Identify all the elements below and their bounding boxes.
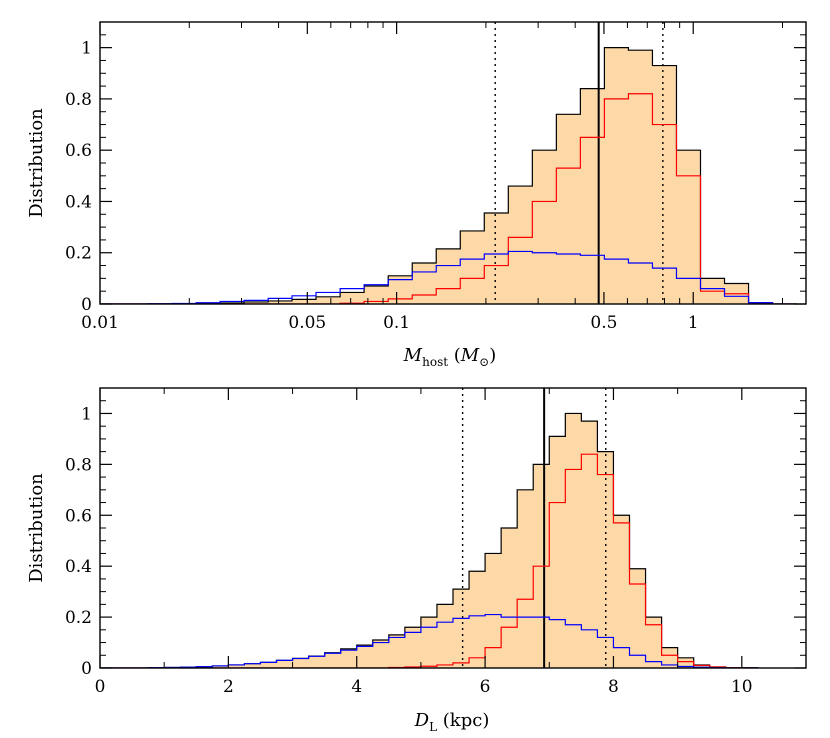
y-tick-label: 0.8	[65, 455, 92, 475]
x-tick-label: 1	[688, 313, 699, 333]
histogram-step-red	[100, 93, 797, 304]
y-tick-label: 0.6	[65, 141, 92, 161]
top-y-axis-title: Distribution	[26, 108, 47, 218]
histogram-step-blue	[100, 613, 758, 668]
x-tick-label: 4	[351, 677, 362, 697]
x-tick-label: 0.05	[288, 313, 326, 333]
histogram-step-blue	[100, 250, 797, 304]
bottom-y-axis-title: Distribution	[26, 473, 47, 583]
x-tick-label: 0.5	[590, 313, 617, 333]
x-tick-label: 0.01	[81, 313, 119, 333]
histogram-step-red	[100, 453, 758, 668]
bottom-panel-dl: 0 2 4 6 8 10 0 0.2 0.4 0.6 0.8 1 Distribution DL (k…	[26, 387, 807, 734]
histogram-series-group	[100, 22, 797, 304]
y-tick-label: 1	[81, 404, 92, 424]
bottom-plot-area: 0 2 4 6 8 10 0 0.2 0.4 0.6 0.8 1	[65, 387, 807, 697]
y-tick-label: 0.2	[65, 608, 92, 628]
y-tick-label: 1	[81, 39, 92, 59]
bottom-x-axis-title: DL (kpc)	[414, 710, 490, 734]
y-tick-label: 0.4	[65, 557, 92, 577]
y-tick-label: 0	[81, 295, 92, 315]
top-x-axis-title: Mhost (M⊙)	[403, 345, 497, 369]
x-tick-label: 6	[480, 677, 491, 697]
x-tick-label: 2	[223, 677, 234, 697]
histogram-series-group	[100, 388, 759, 668]
x-tick-label: 8	[608, 677, 619, 697]
y-tick-label: 0.2	[65, 244, 92, 264]
y-tick-label: 0.8	[65, 90, 92, 110]
x-tick-label: 0	[95, 677, 106, 697]
x-tick-label: 10	[731, 677, 753, 697]
x-tick-label: 0.1	[383, 313, 410, 333]
top-plot-area: 0.01 0.05 0.1 0.5 1 0 0.2 0.4 0.6 0.8 1	[65, 21, 807, 333]
y-tick-label: 0	[81, 659, 92, 679]
histogram-fill-total	[100, 47, 797, 304]
top-panel-mhost: 0.01 0.05 0.1 0.5 1 0 0.2 0.4 0.6 0.8 1 Distributi…	[26, 21, 807, 369]
y-tick-label: 0.4	[65, 192, 92, 212]
histogram-fill-total	[100, 413, 758, 668]
y-tick-label: 0.6	[65, 506, 92, 526]
